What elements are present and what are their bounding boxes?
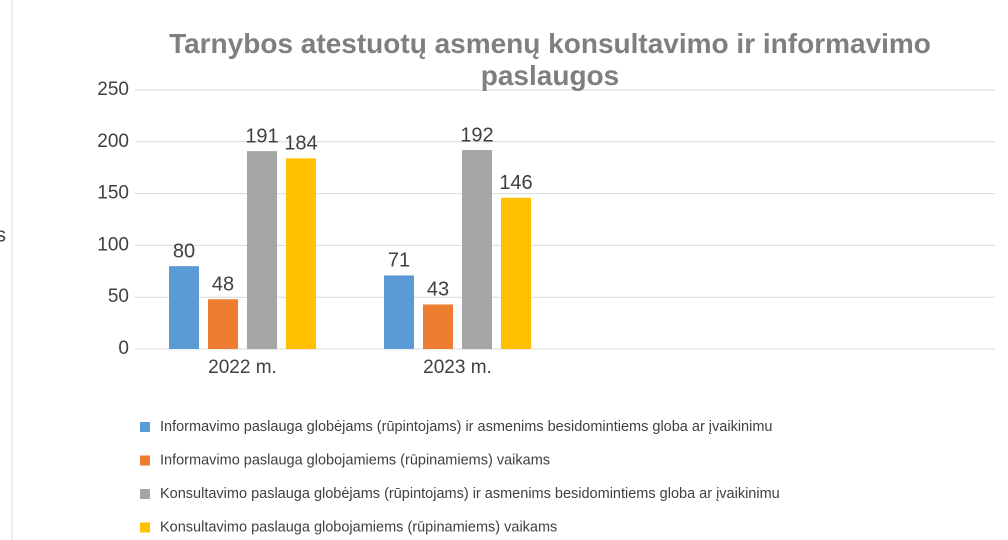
- data-label: 184: [284, 133, 317, 155]
- data-label: 80: [173, 240, 195, 262]
- data-label: 191: [245, 125, 278, 147]
- x-tick-label: 2022 m.: [208, 357, 277, 378]
- bar: [462, 150, 492, 349]
- legend-label: Informavimo paslauga globojamiems (rūpin…: [160, 452, 550, 468]
- bar: [423, 304, 453, 349]
- bar: [169, 266, 199, 349]
- bar: [501, 197, 531, 349]
- legend-swatch: [140, 455, 150, 466]
- data-label: 146: [499, 172, 532, 194]
- bar: [286, 158, 316, 349]
- side-text: s: [0, 224, 6, 246]
- data-label: 192: [460, 124, 493, 146]
- data-label: 48: [212, 274, 234, 296]
- legend-label: Konsultavimo paslauga globėjams (rūpinto…: [160, 486, 780, 502]
- bar: [208, 299, 238, 349]
- bar: [384, 275, 414, 349]
- y-tick-label: 200: [97, 131, 129, 152]
- legend-swatch: [140, 489, 150, 499]
- y-tick-label: 50: [108, 286, 129, 307]
- legend-swatch: [140, 522, 150, 533]
- y-tick-label: 100: [97, 234, 129, 255]
- x-tick-label: 2023 m.: [423, 357, 492, 378]
- y-tick-label: 250: [97, 79, 129, 100]
- bar: [247, 151, 277, 349]
- y-tick-label: 150: [97, 183, 129, 204]
- legend-swatch: [140, 422, 150, 432]
- chart-title: Tarnybos atestuotų asmenų konsultavimo i…: [169, 28, 931, 91]
- data-label: 71: [388, 250, 410, 272]
- data-label: 43: [427, 279, 449, 301]
- y-tick-label: 0: [118, 338, 129, 359]
- legend-label: Konsultavimo paslauga globojamiems (rūpi…: [160, 519, 557, 535]
- legend-label: Informavimo paslauga globėjams (rūpintoj…: [160, 419, 772, 435]
